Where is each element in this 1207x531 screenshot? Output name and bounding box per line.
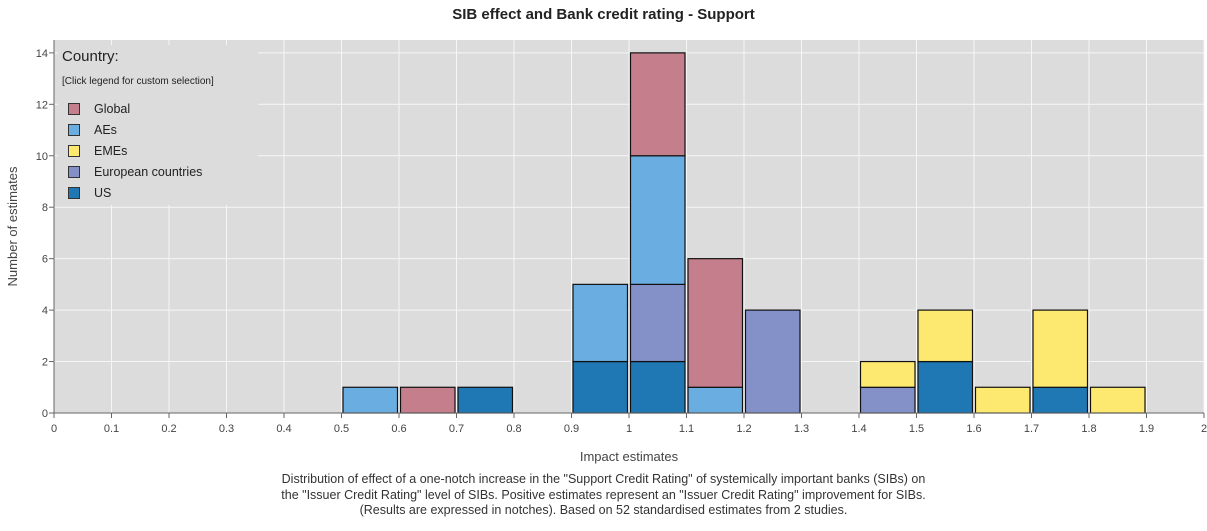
bar-segment (687, 386, 744, 414)
x-tick-label: 1.8 (1081, 423, 1096, 435)
x-tick-label: 0.9 (564, 423, 579, 435)
bar-segment (342, 386, 399, 414)
x-tick-label: 1.7 (1024, 423, 1039, 435)
bar-segment (629, 283, 686, 363)
bar-segment (629, 360, 686, 414)
bar-segment (859, 386, 916, 414)
y-tick-label: 4 (42, 305, 48, 317)
legend-label: US (94, 186, 112, 200)
x-tick-label: 1.9 (1139, 423, 1154, 435)
x-tick-label: 1.5 (909, 423, 924, 435)
legend: Country: [Click legend for custom select… (58, 45, 258, 205)
legend-item[interactable]: US (68, 184, 111, 202)
legend-item[interactable]: EMEs (68, 142, 127, 160)
legend-swatch (68, 124, 80, 136)
x-tick-label: 1.6 (966, 423, 981, 435)
bar-segment (399, 386, 456, 414)
x-tick-label: 1.2 (736, 423, 751, 435)
bar-segment (859, 360, 916, 388)
bar-segment (1032, 386, 1089, 414)
bar-segment (744, 309, 801, 414)
x-axis-title: Impact estimates (580, 449, 679, 464)
legend-swatch (68, 166, 80, 178)
x-tick-label: 0.5 (334, 423, 349, 435)
x-tick-label: 1 (626, 423, 632, 435)
bar-segment (572, 360, 629, 414)
y-tick-label: 14 (36, 48, 48, 60)
legend-label: European countries (94, 165, 203, 179)
x-tick-label: 1.1 (679, 423, 694, 435)
legend-swatch (68, 145, 80, 157)
bar-segment (917, 309, 974, 363)
y-tick-label: 0 (42, 408, 48, 420)
x-tick-label: 0 (51, 423, 57, 435)
bar-segment (572, 283, 629, 363)
legend-label: Global (94, 102, 131, 116)
caption-line: the "Issuer Credit Rating" level of SIBs… (281, 487, 926, 502)
x-tick-label: 0.4 (276, 423, 291, 435)
legend-swatch (68, 103, 80, 115)
caption-line: (Results are expressed in notches). Base… (359, 503, 848, 517)
y-tick-label: 8 (42, 202, 48, 214)
chart-title: SIB effect and Bank credit rating - Supp… (452, 6, 755, 23)
x-tick-label: 0.1 (104, 423, 119, 435)
y-axis-title: Number of estimates (5, 166, 20, 286)
legend-title: Country: (62, 48, 119, 65)
x-tick-label: 0.3 (219, 423, 234, 435)
y-tick-label: 6 (42, 254, 48, 266)
bar-segment (1089, 386, 1146, 414)
y-tick-label: 2 (42, 357, 48, 369)
bar-segment (687, 258, 744, 388)
x-tick-label: 0.7 (449, 423, 464, 435)
bar-segment (629, 52, 686, 157)
bar-segment (917, 360, 974, 414)
chart-caption: Distribution of effect of a one-notch in… (0, 472, 1207, 519)
legend-label: AEs (94, 123, 117, 137)
legend-hint: [Click legend for custom selection] (62, 76, 214, 87)
legend-swatch (68, 187, 80, 199)
y-tick-label: 12 (36, 99, 48, 111)
x-tick-label: 0.2 (161, 423, 176, 435)
x-tick-label: 0.8 (506, 423, 521, 435)
x-tick-label: 1.4 (851, 423, 866, 435)
legend-item[interactable]: AEs (68, 121, 117, 139)
bar-segment (629, 155, 686, 285)
x-tick-label: 1.3 (794, 423, 809, 435)
x-tick-label: 2 (1201, 423, 1207, 435)
bar-segment (457, 386, 514, 414)
y-tick-label: 10 (36, 151, 48, 163)
bar-segment (1032, 309, 1089, 388)
legend-item[interactable]: Global (68, 100, 130, 118)
legend-label: EMEs (94, 144, 128, 158)
bar-segment (974, 386, 1031, 414)
caption-line: Distribution of effect of a one-notch in… (281, 472, 926, 486)
x-tick-label: 0.6 (391, 423, 406, 435)
legend-item[interactable]: European countries (68, 163, 202, 181)
